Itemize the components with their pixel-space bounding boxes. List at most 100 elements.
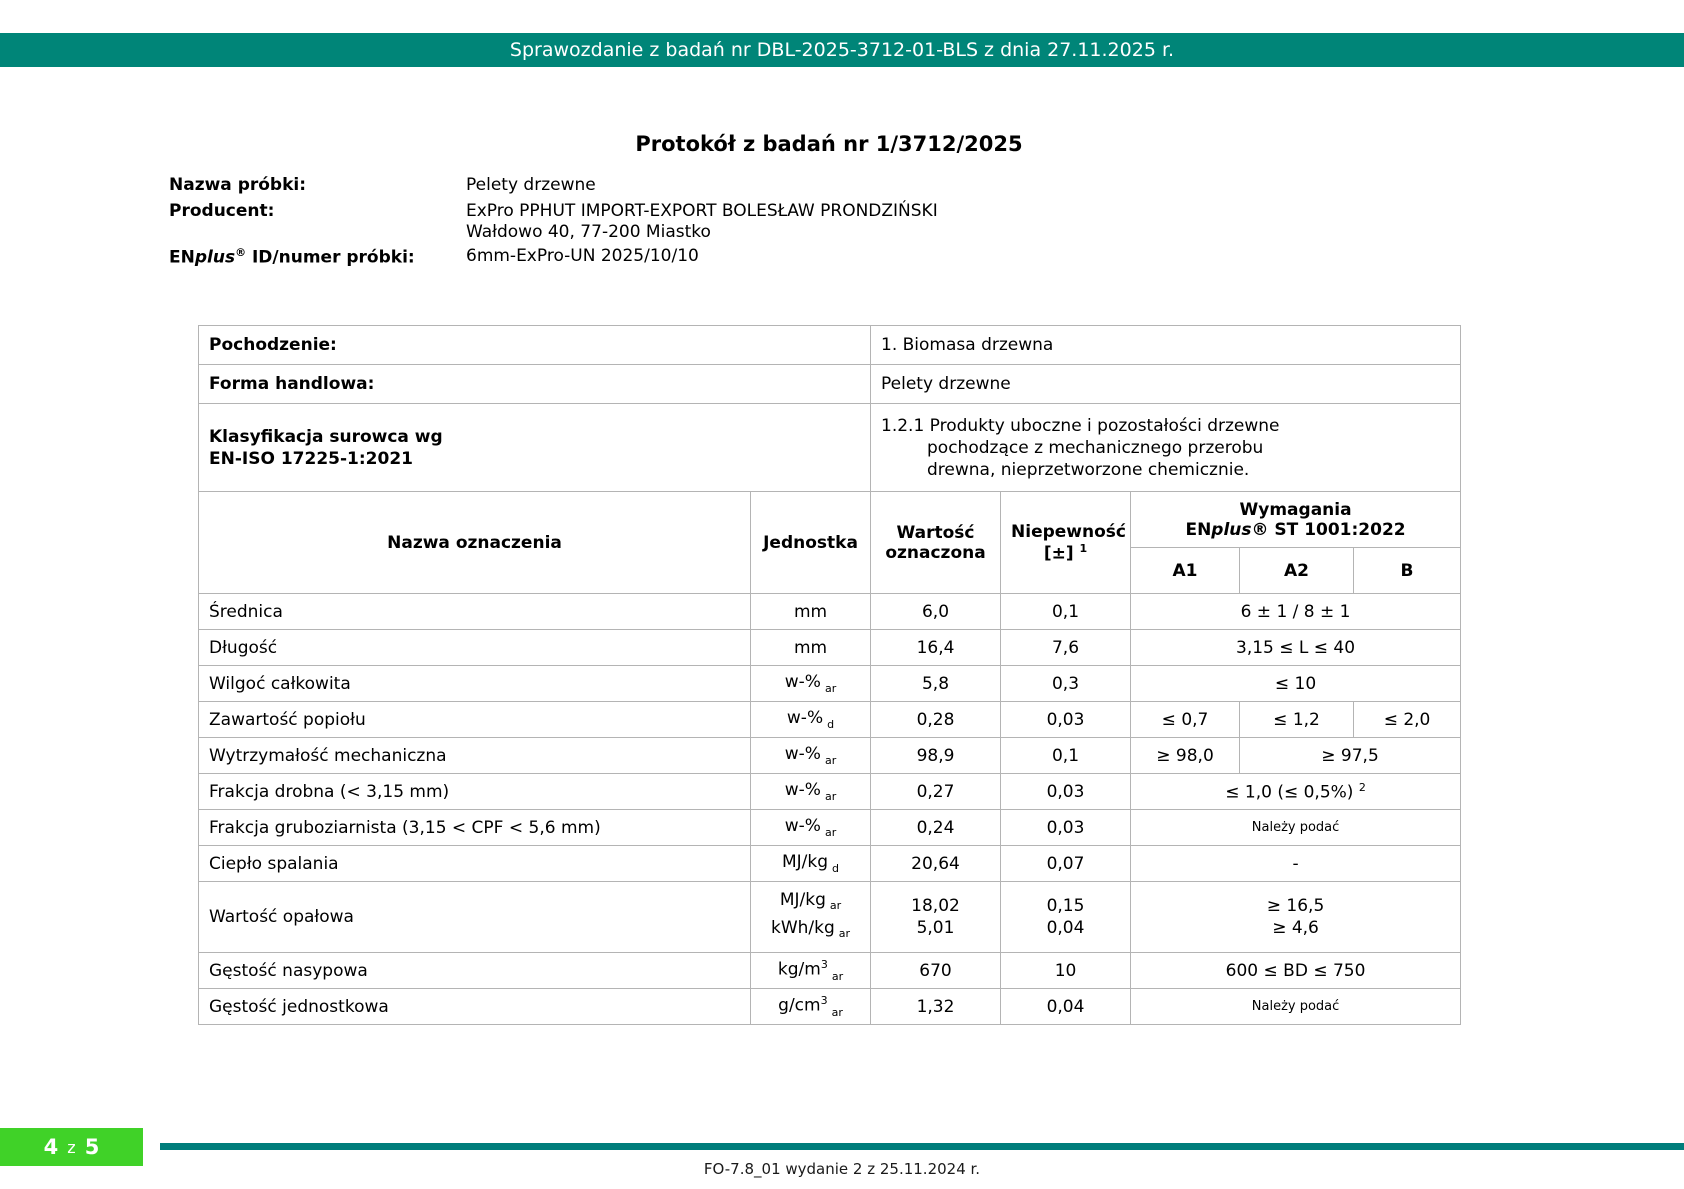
- banner-title: Sprawozdanie z badań nr DBL-2025-3712-01…: [509, 39, 1175, 61]
- param-requirement: Należy podać: [1130, 809, 1462, 846]
- page-current: 4: [43, 1135, 59, 1159]
- page-number-badge: 4 z 5: [0, 1128, 143, 1166]
- param-name: Długość: [198, 629, 751, 666]
- param-name: Wilgoć całkowita: [198, 665, 751, 702]
- param-unit: MJ/kg ar kWh/kg ar: [749, 881, 872, 953]
- param-value: 0,27: [870, 773, 1002, 810]
- param-value: 5,8: [870, 665, 1002, 702]
- param-uncertainty: 0,04: [1000, 988, 1132, 1025]
- sample-name-label: Nazwa próbki:: [169, 175, 307, 195]
- req-standard: ® ST 1001:2022: [1251, 519, 1406, 540]
- param-unit: mm: [749, 593, 872, 630]
- param-requirement: -: [1130, 845, 1462, 882]
- header-class-b: B: [1353, 547, 1462, 594]
- table-row-particle-density: Gęstość jednostkowa g/cm3ar 1,32 0,04 Na…: [198, 988, 1462, 1025]
- classification-label-line2: EN-ISO 17225-1:2021: [209, 448, 413, 469]
- uncertainty-pm: [±]: [1043, 543, 1074, 564]
- page-separator: z: [67, 1137, 76, 1157]
- param-requirement: 600 ≤ BD ≤ 750: [1130, 952, 1462, 989]
- param-uncertainty: 7,6: [1000, 629, 1132, 666]
- table-row-ash: Zawartość popiołu w-% d 0,28 0,03 ≤ 0,7 ≤…: [198, 701, 1462, 738]
- origin-value: 1. Biomasa drzewna: [870, 325, 1462, 365]
- trade-form-row: Forma handlowa: Pelety drzewne: [197, 364, 1462, 404]
- table-row-net-calorific: Wartość opałowa MJ/kg ar kWh/kg ar 18,02 5…: [198, 881, 1462, 953]
- param-requirement-a1: ≥ 98,0: [1130, 737, 1241, 774]
- param-uncertainty: 0,3: [1000, 665, 1132, 702]
- table-row-fines: Frakcja drobna (< 3,15 mm) w-% ar 0,27 0,…: [198, 773, 1462, 810]
- requirements-line1: Wymagania: [1239, 499, 1352, 520]
- header-unit: Jednostka: [749, 491, 872, 594]
- classification-row: Klasyfikacja surowca wg EN-ISO 17225-1:2…: [197, 403, 1462, 492]
- param-value: 670: [870, 952, 1002, 989]
- param-uncertainty: 0,1: [1000, 737, 1132, 774]
- param-value: 18,02 5,01: [870, 881, 1002, 953]
- param-uncertainty: 0,03: [1000, 809, 1132, 846]
- param-uncertainty: 0,1: [1000, 593, 1132, 630]
- param-name: Zawartość popiołu: [198, 701, 751, 738]
- producer-value-line1: ExPro PPHUT IMPORT-EXPORT BOLESŁAW PROND…: [466, 201, 938, 221]
- results-table: Pochodzenie: 1. Biomasa drzewna Forma ha…: [197, 325, 1462, 1025]
- classification-label: Klasyfikacja surowca wg EN-ISO 17225-1:2…: [197, 403, 872, 492]
- classification-value-line2: pochodzące z mechanicznego przerobu: [927, 437, 1264, 458]
- sample-info-block: Nazwa próbki: Pelety drzewne Producent: …: [169, 175, 1269, 285]
- document-code: FO-7.8_01 wydanie 2 z 25.11.2024 r.: [703, 1160, 981, 1178]
- header-class-a2: A2: [1239, 547, 1355, 594]
- classification-label-line1: Klasyfikacja surowca wg: [209, 426, 443, 447]
- header-requirements: Wymagania ENplus® ST 1001:2022: [1130, 491, 1462, 548]
- table-row-moisture: Wilgoć całkowita w-% ar 5,8 0,3 ≤ 10: [198, 665, 1462, 702]
- param-requirement-a1: ≤ 0,7: [1130, 701, 1241, 738]
- param-requirement: ≤ 10: [1130, 665, 1462, 702]
- footnote-1-marker: 1: [1079, 541, 1088, 555]
- trade-form-value: Pelety drzewne: [870, 364, 1462, 404]
- param-name: Wytrzymałość mechaniczna: [198, 737, 751, 774]
- classification-value-line1: 1.2.1 Produkty uboczne i pozostałości dr…: [881, 415, 1280, 436]
- table-row-diameter: Średnica mm 6,0 0,1 6 ± 1 / 8 ± 1: [198, 593, 1462, 630]
- header-class-a1: A1: [1130, 547, 1241, 594]
- param-name: Frakcja drobna (< 3,15 mm): [198, 773, 751, 810]
- param-name: Wartość opałowa: [198, 881, 751, 953]
- sample-name-value: Pelety drzewne: [466, 175, 596, 195]
- table-row-length: Długość mm 16,4 7,6 3,15 ≤ L ≤ 40: [198, 629, 1462, 666]
- param-unit: w-% d: [749, 701, 872, 738]
- classification-value: 1.2.1 Produkty uboczne i pozostałości dr…: [870, 403, 1462, 492]
- param-requirement-b: ≤ 2,0: [1353, 701, 1462, 738]
- param-requirement: 3,15 ≤ L ≤ 40: [1130, 629, 1462, 666]
- param-requirement: 6 ± 1 / 8 ± 1: [1130, 593, 1462, 630]
- param-unit: w-% ar: [749, 809, 872, 846]
- param-uncertainty: 0,03: [1000, 773, 1132, 810]
- enplus-id-value: 6mm-ExPro-UN 2025/10/10: [466, 246, 699, 266]
- param-uncertainty: 10: [1000, 952, 1132, 989]
- classification-value-line3: drewna, nieprzetworzone chemicznie.: [927, 459, 1250, 480]
- enplus-en: EN: [169, 247, 195, 268]
- param-value: 0,28: [870, 701, 1002, 738]
- param-uncertainty: 0,03: [1000, 701, 1132, 738]
- param-unit: mm: [749, 629, 872, 666]
- requirements-line2: ENplus® ST 1001:2022: [1141, 520, 1450, 540]
- param-requirement: ≤ 1,0 (≤ 0,5%) 2: [1130, 773, 1462, 810]
- param-requirement: ≥ 16,5 ≥ 4,6: [1130, 881, 1462, 953]
- param-requirement: Należy podać: [1130, 988, 1462, 1025]
- param-uncertainty: 0,07: [1000, 845, 1132, 882]
- param-value: 20,64: [870, 845, 1002, 882]
- table-row-coarse: Frakcja gruboziarnista (3,15 < CPF < 5,6…: [198, 809, 1462, 846]
- param-value: 1,32: [870, 988, 1002, 1025]
- param-value: 98,9: [870, 737, 1002, 774]
- enplus-id-label: ENplus® ID/numer próbki:: [169, 246, 415, 268]
- registered-mark: ®: [235, 246, 247, 259]
- header-uncertainty-line2: [±] 1: [1011, 542, 1120, 564]
- footnote-2-marker: 2: [1358, 780, 1366, 794]
- page-title: Protokół z badań nr 1/3712/2025: [635, 132, 1023, 156]
- param-value: 6,0: [870, 593, 1002, 630]
- enplus-plus: plus: [194, 247, 236, 268]
- param-uncertainty: 0,15 0,04: [1000, 881, 1132, 953]
- footer-divider-bar: [160, 1143, 1684, 1150]
- req-en: EN: [1185, 519, 1212, 540]
- param-value: 0,24: [870, 809, 1002, 846]
- param-unit: w-% ar: [749, 737, 872, 774]
- origin-label: Pochodzenie:: [197, 325, 872, 365]
- producer-value-line2: Wałdowo 40, 77-200 Miastko: [466, 222, 711, 242]
- header-value: Wartość oznaczona: [870, 491, 1002, 594]
- param-unit: kg/m3ar: [749, 952, 872, 989]
- param-unit: g/cm3ar: [749, 988, 872, 1025]
